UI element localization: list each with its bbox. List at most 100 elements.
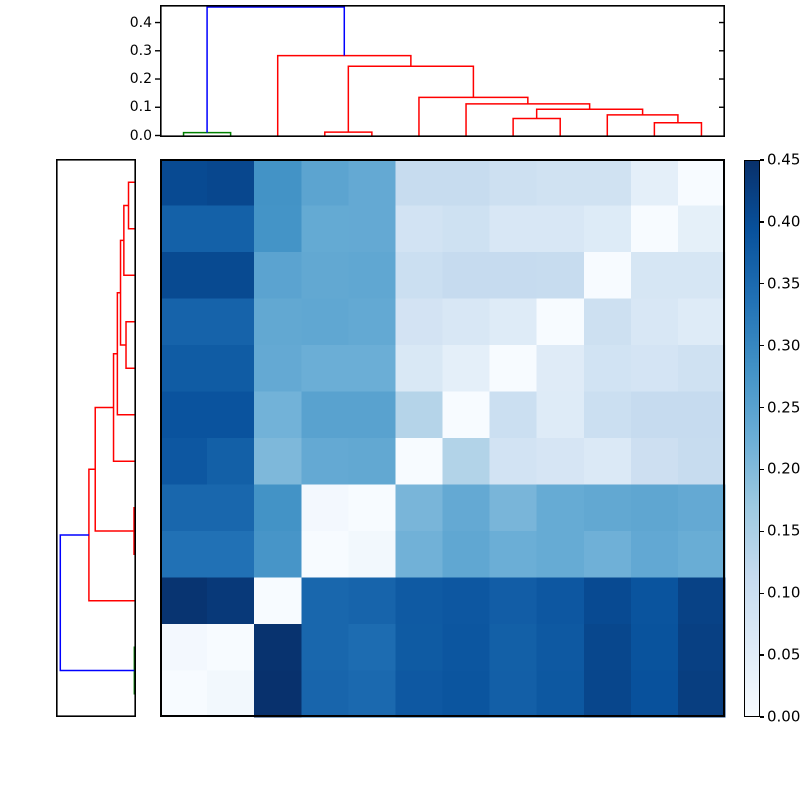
heatmap-cell — [630, 438, 679, 486]
heatmap-cell — [160, 531, 208, 579]
heatmap-cell — [536, 438, 585, 486]
heatmap-cell — [254, 159, 302, 207]
heatmap-cell — [489, 670, 538, 718]
heatmap-cell — [301, 670, 349, 718]
heatmap-cell — [301, 531, 349, 579]
heatmap-cell — [677, 159, 726, 207]
heatmap-cell — [207, 391, 255, 439]
heatmap-cell — [207, 624, 255, 672]
heatmap-cell — [348, 624, 397, 672]
heatmap-cell — [583, 391, 632, 439]
heatmap-cell — [442, 159, 491, 207]
colorbar-tick — [760, 159, 764, 161]
heatmap-cell — [254, 531, 302, 579]
heatmap-cell — [348, 205, 397, 253]
heatmap-cell — [583, 484, 632, 532]
heatmap-cell — [677, 670, 726, 718]
heatmap-cell — [348, 159, 397, 207]
dendrogram-link-red — [324, 131, 373, 136]
heatmap-cell — [301, 624, 349, 672]
heatmap-cell — [583, 577, 632, 625]
colorbar-tick — [760, 654, 764, 656]
heatmap-cell — [207, 205, 255, 253]
heatmap-cell — [630, 484, 679, 532]
heatmap-cell — [254, 205, 302, 253]
heatmap-cell — [489, 205, 538, 253]
heatmap-cell — [583, 438, 632, 486]
top-axis-tick-label: 0.3 — [129, 42, 152, 59]
heatmap-cell — [301, 159, 349, 207]
heatmap-cell — [677, 438, 726, 486]
heatmap-cell — [489, 438, 538, 486]
heatmap-cell — [630, 531, 679, 579]
heatmap-cell — [160, 577, 208, 625]
heatmap-cell — [207, 345, 255, 393]
heatmap-cell — [254, 345, 302, 393]
heatmap-cell — [677, 391, 726, 439]
heatmap-cell — [395, 159, 444, 207]
colorbar-tick — [760, 592, 764, 594]
heatmap-cell — [489, 484, 538, 532]
heatmap-cell — [348, 298, 397, 346]
heatmap-cell — [442, 624, 491, 672]
heatmap — [160, 159, 726, 718]
heatmap-cell — [442, 670, 491, 718]
colorbar-tick-label: 0.15 — [767, 521, 800, 540]
dendrogram-link-blue — [59, 534, 135, 672]
colorbar-tick-label: 0.40 — [767, 212, 800, 231]
heatmap-cell — [254, 670, 302, 718]
heatmap-cell — [160, 205, 208, 253]
heatmap-cell — [254, 438, 302, 486]
heatmap-cell — [207, 159, 255, 207]
heatmap-cell — [254, 252, 302, 300]
colorbar-tick — [760, 716, 764, 718]
heatmap-cell — [583, 252, 632, 300]
left-dendrogram — [56, 159, 137, 718]
heatmap-cell — [630, 670, 679, 718]
heatmap-cell — [395, 438, 444, 486]
top-dendrogram — [155, 5, 726, 137]
heatmap-cell — [489, 298, 538, 346]
heatmap-cell — [160, 670, 208, 718]
heatmap-cell — [207, 252, 255, 300]
heatmap-cell — [677, 484, 726, 532]
heatmap-cell — [489, 159, 538, 207]
heatmap-cell — [677, 205, 726, 253]
heatmap-cell — [677, 577, 726, 625]
top-axis-tick-label: 0.1 — [129, 99, 152, 116]
heatmap-cell — [348, 252, 397, 300]
heatmap-cell — [442, 484, 491, 532]
heatmap-cell — [536, 670, 585, 718]
heatmap-cell — [160, 159, 208, 207]
heatmap-cell — [395, 531, 444, 579]
dendrogram-link-red — [123, 204, 136, 276]
heatmap-cell — [442, 252, 491, 300]
dendrogram-link-green — [182, 131, 232, 136]
colorbar-tick-label: 0.10 — [767, 583, 800, 602]
colorbar-tick-label: 0.00 — [767, 707, 800, 726]
heatmap-cell — [160, 438, 208, 486]
colorbar-tick-label: 0.45 — [767, 150, 800, 169]
colorbar-tick — [760, 344, 764, 347]
colorbar-tick — [760, 221, 764, 223]
heatmap-cell — [536, 298, 585, 346]
dendrogram-link-red — [116, 291, 136, 416]
heatmap-cell — [536, 345, 585, 393]
heatmap-cell — [630, 252, 679, 300]
heatmap-cell — [348, 531, 397, 579]
heatmap-cell — [442, 345, 491, 393]
heatmap-cell — [348, 391, 397, 439]
heatmap-cell — [489, 577, 538, 625]
heatmap-cell — [442, 577, 491, 625]
heatmap-cell — [254, 624, 302, 672]
heatmap-cell — [348, 438, 397, 486]
heatmap-cell — [536, 391, 585, 439]
heatmap-cell — [536, 531, 585, 579]
heatmap-cell — [677, 345, 726, 393]
heatmap-cell — [348, 577, 397, 625]
colorbar-tick — [760, 406, 764, 409]
dendrogram-link-blue — [206, 6, 346, 133]
heatmap-cell — [536, 252, 585, 300]
heatmap-cell — [536, 159, 585, 207]
heatmap-cell — [301, 438, 349, 486]
